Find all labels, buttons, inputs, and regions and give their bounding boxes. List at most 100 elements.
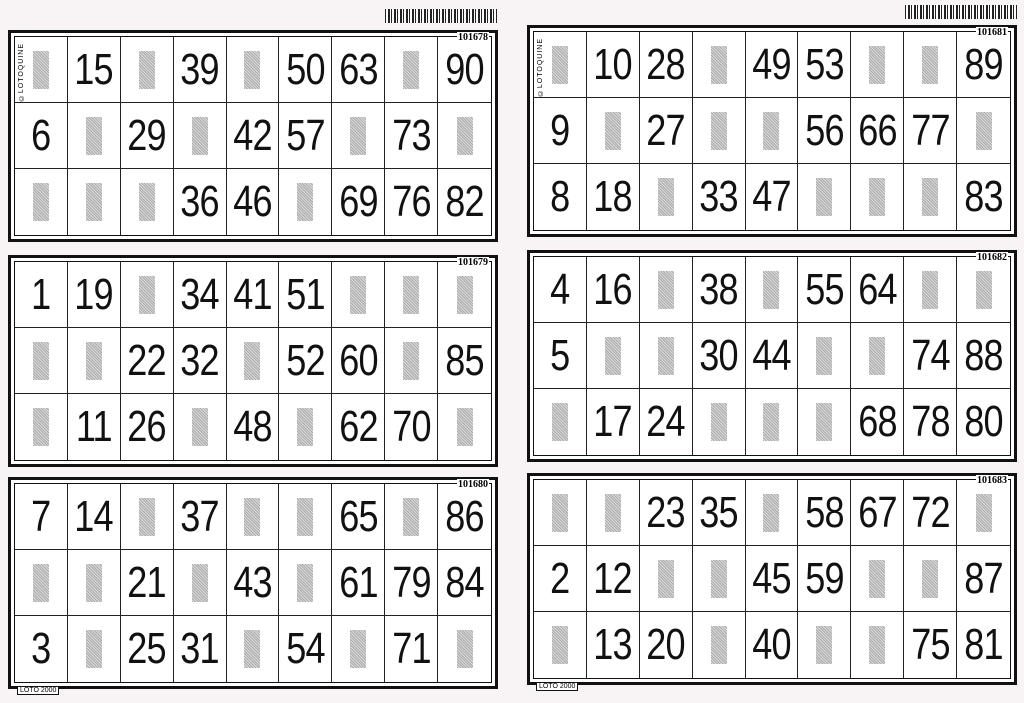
number: 83 bbox=[964, 172, 1003, 221]
empty-mark bbox=[869, 626, 886, 664]
empty-mark bbox=[975, 111, 992, 150]
cell: 8 bbox=[534, 164, 587, 230]
number: 59 bbox=[805, 553, 844, 603]
cell bbox=[438, 616, 491, 682]
number: 29 bbox=[127, 110, 166, 160]
empty-mark bbox=[32, 183, 49, 221]
cell bbox=[534, 32, 587, 98]
number: 88 bbox=[964, 330, 1003, 380]
empty-mark bbox=[456, 275, 473, 314]
empty-mark bbox=[604, 336, 621, 375]
cell: 52 bbox=[279, 328, 333, 394]
cell: 25 bbox=[121, 616, 174, 682]
number: 57 bbox=[286, 110, 325, 160]
number: 10 bbox=[593, 39, 633, 89]
cell: 2 bbox=[534, 546, 587, 612]
empty-mark bbox=[710, 111, 727, 150]
cell: 7 bbox=[15, 484, 68, 550]
number: 39 bbox=[180, 44, 219, 94]
cell bbox=[534, 389, 587, 455]
number: 23 bbox=[646, 487, 685, 537]
cell bbox=[904, 164, 958, 230]
cell bbox=[67, 103, 121, 169]
number: 46 bbox=[233, 177, 272, 226]
number: 50 bbox=[286, 44, 325, 94]
number: 24 bbox=[646, 397, 685, 446]
cell: 55 bbox=[798, 257, 852, 323]
cell bbox=[438, 394, 491, 460]
cell: 20 bbox=[640, 612, 693, 678]
cell bbox=[639, 546, 693, 612]
cell bbox=[438, 103, 491, 169]
number: 7 bbox=[31, 491, 51, 541]
cell: 71 bbox=[385, 616, 439, 682]
cell bbox=[68, 616, 121, 682]
cell bbox=[534, 480, 587, 546]
number: 63 bbox=[339, 44, 378, 94]
empty-mark bbox=[244, 341, 261, 380]
cell bbox=[68, 169, 121, 235]
number: 71 bbox=[391, 624, 431, 673]
empty-mark bbox=[244, 630, 261, 668]
number: 81 bbox=[964, 620, 1003, 669]
empty-mark bbox=[32, 341, 49, 380]
cell bbox=[586, 323, 640, 389]
empty-mark bbox=[350, 630, 367, 668]
number: 89 bbox=[964, 39, 1003, 89]
number: 60 bbox=[339, 335, 378, 385]
cell: 74 bbox=[904, 323, 958, 389]
number: 31 bbox=[180, 624, 219, 673]
card-id: 101678 bbox=[457, 32, 489, 43]
cell bbox=[173, 550, 227, 616]
cell: 31 bbox=[174, 616, 227, 682]
number: 41 bbox=[233, 269, 272, 319]
cell bbox=[851, 323, 905, 389]
cell: 89 bbox=[957, 32, 1010, 98]
number: 32 bbox=[180, 335, 219, 385]
loto-card: 23 35 58 67 72 2 12 45 59 87 13 20 40 75 81 101683 LOTO … bbox=[527, 473, 1017, 691]
number: 49 bbox=[752, 39, 791, 89]
empty-mark bbox=[403, 497, 420, 536]
empty-mark bbox=[922, 178, 939, 216]
cell bbox=[639, 257, 693, 323]
card-id: 101679 bbox=[457, 257, 489, 268]
card-id: 101681 bbox=[976, 27, 1008, 38]
empty-mark bbox=[551, 45, 568, 84]
number: 38 bbox=[699, 264, 738, 314]
number: 61 bbox=[339, 557, 378, 607]
cell bbox=[904, 32, 958, 98]
empty-mark bbox=[816, 403, 833, 441]
empty-mark bbox=[191, 408, 208, 446]
cell: 56 bbox=[798, 98, 852, 164]
empty-mark bbox=[922, 559, 939, 598]
card-grid: 7 14 37 65 86 21 43 61 79 84 3 25 31 54 71 bbox=[14, 483, 492, 683]
empty-mark bbox=[297, 183, 314, 221]
number: 1 bbox=[31, 269, 51, 319]
card-grid: 1 19 34 41 51 22 32 52 60 85 11 26 48 62 70 bbox=[14, 261, 492, 461]
cell: 46 bbox=[227, 169, 280, 235]
brand: ©LOTOQUINE bbox=[537, 38, 544, 97]
empty-mark bbox=[763, 493, 780, 532]
empty-mark bbox=[85, 563, 102, 602]
cell bbox=[226, 328, 280, 394]
empty-mark bbox=[85, 630, 102, 668]
cell: 44 bbox=[745, 323, 799, 389]
empty-mark bbox=[551, 403, 568, 441]
empty-mark bbox=[816, 626, 833, 664]
number: 53 bbox=[805, 39, 844, 89]
empty-mark bbox=[710, 626, 727, 664]
cell bbox=[640, 164, 693, 230]
cell: 62 bbox=[332, 394, 386, 460]
number: 8 bbox=[550, 172, 570, 221]
empty-mark bbox=[710, 45, 727, 84]
cell: 10 bbox=[586, 32, 640, 98]
cell bbox=[851, 546, 905, 612]
cell bbox=[586, 480, 640, 546]
empty-mark bbox=[32, 408, 49, 446]
number: 15 bbox=[74, 44, 114, 94]
number: 37 bbox=[180, 491, 219, 541]
cell bbox=[15, 169, 68, 235]
loto-card: 10 28 49 53 89 9 27 56 66 77 8 18 33 47 83 101681 ©LOTOQ… bbox=[527, 25, 1017, 237]
cell bbox=[534, 612, 587, 678]
empty-mark bbox=[138, 275, 155, 314]
